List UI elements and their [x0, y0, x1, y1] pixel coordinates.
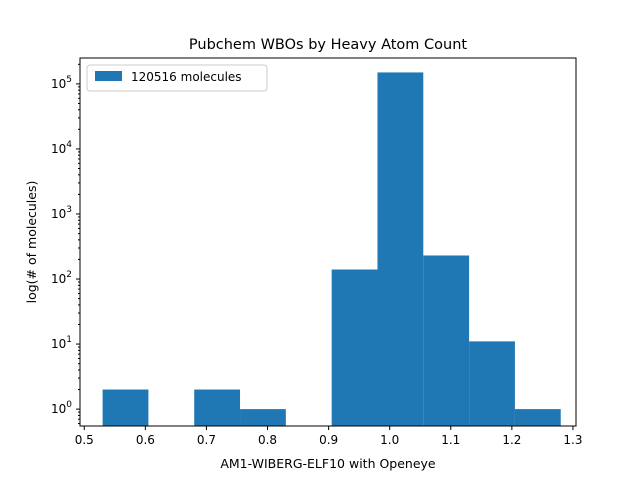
- x-tick-label: 1.1: [441, 433, 460, 447]
- histogram-bar: [331, 269, 378, 426]
- x-tick-label: 0.8: [258, 433, 277, 447]
- y-tick-label: 100: [51, 400, 72, 416]
- x-tick-label: 0.6: [136, 433, 155, 447]
- legend-label: 120516 molecules: [131, 70, 242, 84]
- y-ticks: 100 101 102 103 104 105: [51, 63, 80, 425]
- histogram-bar: [377, 72, 424, 426]
- x-tick-label: 1.2: [502, 433, 521, 447]
- y-tick-label: 104: [51, 140, 72, 156]
- x-tick-label: 0.9: [319, 433, 338, 447]
- x-tick-label: 1.0: [380, 433, 399, 447]
- legend-swatch: [95, 71, 122, 81]
- y-tick-label: 103: [51, 205, 72, 221]
- x-tick-label: 1.3: [563, 433, 582, 447]
- legend: 120516 molecules: [86, 64, 268, 92]
- histogram-bar: [469, 341, 515, 426]
- legend-box: [86, 64, 268, 92]
- chart-title: Pubchem WBOs by Heavy Atom Count: [189, 37, 468, 53]
- x-ticks: 0.5 0.6 0.7 0.8 0.9 1.0 1.1 1.2 1.3: [75, 426, 582, 447]
- histogram-bar: [240, 409, 286, 426]
- x-tick-label: 0.7: [197, 433, 216, 447]
- y-axis-label: log(# of molecules): [24, 181, 39, 304]
- plot-frame: [79, 57, 577, 427]
- x-axis-label: AM1-WIBERG-ELF10 with Openeye: [220, 456, 436, 471]
- histogram-bar: [102, 389, 149, 426]
- y-tick-label: 101: [51, 335, 72, 351]
- y-tick-label: 102: [51, 270, 72, 286]
- histogram-bar: [194, 389, 241, 426]
- x-tick-label: 0.5: [75, 433, 94, 447]
- histogram-bar: [514, 409, 561, 426]
- bars-group: [102, 72, 561, 426]
- histogram-bar: [423, 255, 470, 426]
- y-tick-label: 105: [51, 75, 72, 91]
